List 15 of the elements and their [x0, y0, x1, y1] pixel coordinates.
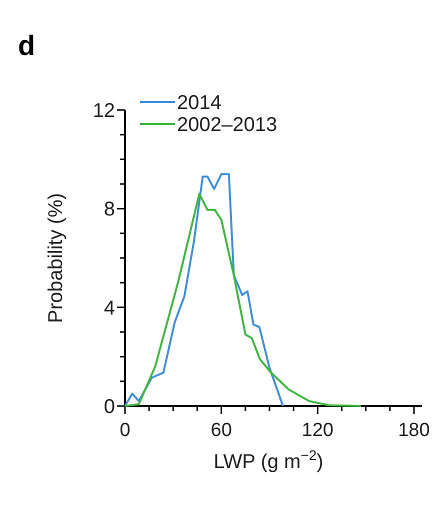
legend-label: 2014 [177, 92, 222, 114]
y-tick-label: 4 [104, 297, 115, 320]
y-tick-label: 8 [104, 198, 115, 221]
y-tick-label: 0 [104, 396, 115, 418]
line-series [124, 192, 362, 407]
chart-title: d [18, 30, 36, 61]
x-tick-label: 120 [302, 420, 334, 441]
y-axis-title: Probability (%) [45, 192, 67, 324]
x-tick-label: 0 [120, 420, 130, 441]
legend-label: 2002–2013 [177, 114, 278, 136]
x-tick-label: 60 [210, 420, 232, 441]
line-series [124, 173, 284, 407]
x-axis-title: LWP (g m$^{−2}$) [214, 447, 324, 473]
x-tick-label: 180 [398, 420, 430, 441]
y-tick-label: 12 [92, 100, 115, 122]
